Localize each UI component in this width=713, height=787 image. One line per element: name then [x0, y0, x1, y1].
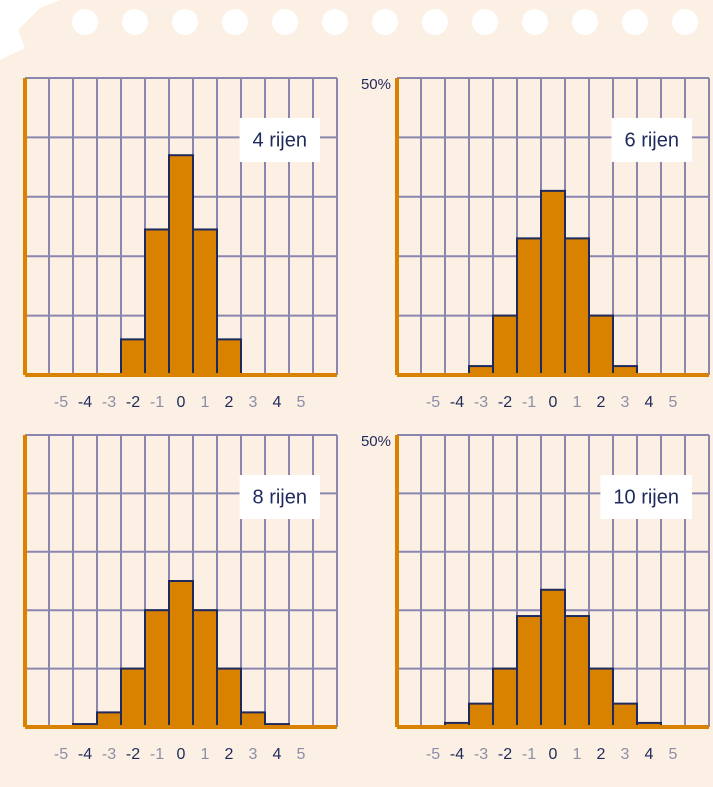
bar [241, 712, 265, 727]
bar [97, 712, 121, 727]
x-tick-label: 0 [177, 394, 186, 411]
chart-title-box: 4 rijen [240, 118, 320, 162]
bar [217, 669, 241, 727]
chart-title-box: 8 rijen [240, 475, 320, 519]
x-tick-label: 4 [273, 394, 282, 411]
x-tick-label: -3 [102, 746, 116, 763]
chart-title: 8 rijen [253, 486, 307, 508]
x-tick-label: -1 [522, 394, 536, 411]
x-tick-label: 5 [669, 746, 678, 763]
x-tick-label: -5 [54, 394, 68, 411]
x-tick-label: -4 [78, 394, 92, 411]
y-tick-label: 50% [361, 433, 391, 450]
bar [493, 316, 517, 375]
x-tick-label: -1 [150, 746, 164, 763]
bar [145, 610, 169, 727]
bar [589, 316, 613, 375]
x-tick-label: -3 [102, 394, 116, 411]
x-tick-label: 4 [273, 746, 282, 763]
chart-title-box: 6 rijen [612, 118, 692, 162]
x-tick-label: 4 [645, 746, 654, 763]
bar [589, 669, 613, 727]
x-tick-label: -4 [78, 746, 92, 763]
x-tick-label: 1 [573, 746, 582, 763]
bar [565, 238, 589, 375]
x-tick-label: 2 [225, 746, 234, 763]
x-tick-label: 5 [297, 746, 306, 763]
x-tick-label: 3 [621, 394, 630, 411]
x-tick-label: -4 [450, 394, 464, 411]
x-tick-label: 3 [249, 394, 258, 411]
x-tick-label: -2 [126, 746, 140, 763]
bar [145, 229, 169, 375]
bar [121, 669, 145, 727]
bar [541, 590, 565, 727]
x-tick-label: 1 [201, 394, 210, 411]
x-tick-label: -2 [498, 746, 512, 763]
x-tick-label: 1 [573, 394, 582, 411]
x-tick-label: 3 [621, 746, 630, 763]
bar [193, 610, 217, 727]
bar [169, 155, 193, 375]
chart-title: 4 rijen [253, 129, 307, 151]
bar [217, 339, 241, 375]
bar [121, 339, 145, 375]
bar [541, 191, 565, 375]
page: -5-4-3-2-10123454 rijen50%-5-4-3-2-10123… [0, 0, 713, 787]
bar [517, 616, 541, 727]
x-tick-label: -3 [474, 746, 488, 763]
x-tick-label: 1 [201, 746, 210, 763]
x-tick-label: 4 [645, 394, 654, 411]
y-tick-label: 50% [361, 76, 391, 93]
x-tick-label: 2 [597, 394, 606, 411]
x-tick-label: -5 [426, 394, 440, 411]
x-tick-label: -1 [522, 746, 536, 763]
bar [517, 238, 541, 375]
bar [493, 669, 517, 727]
x-tick-label: -2 [126, 394, 140, 411]
chart-title: 6 rijen [625, 129, 679, 151]
x-tick-label: 5 [297, 394, 306, 411]
x-tick-label: -5 [54, 746, 68, 763]
x-tick-label: -1 [150, 394, 164, 411]
chart-title-box: 10 rijen [600, 475, 692, 519]
x-tick-label: 2 [225, 394, 234, 411]
x-tick-label: 2 [597, 746, 606, 763]
x-tick-label: 3 [249, 746, 258, 763]
x-tick-label: -2 [498, 394, 512, 411]
x-tick-label: 0 [549, 394, 558, 411]
bar [565, 616, 589, 727]
x-tick-label: -4 [450, 746, 464, 763]
x-tick-label: -5 [426, 746, 440, 763]
x-tick-label: -3 [474, 394, 488, 411]
chart-title: 10 rijen [613, 486, 679, 508]
bar [169, 581, 193, 727]
bar [193, 229, 217, 375]
x-tick-label: 0 [549, 746, 558, 763]
bar [469, 704, 493, 727]
x-tick-label: 5 [669, 394, 678, 411]
bar [613, 704, 637, 727]
x-tick-label: 0 [177, 746, 186, 763]
